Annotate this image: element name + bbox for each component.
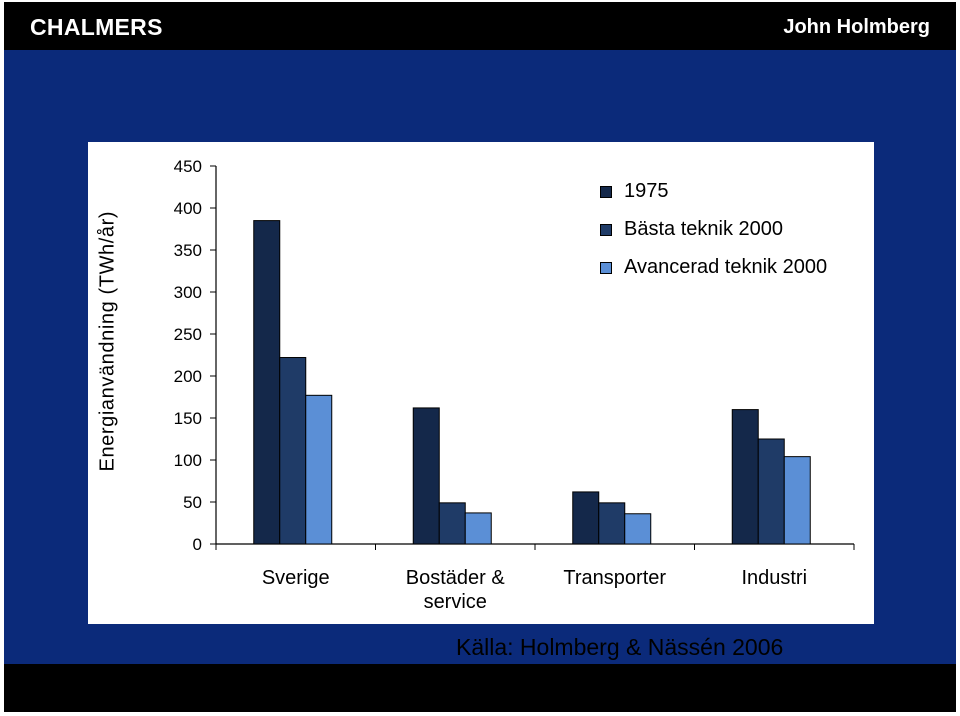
x-category-label: Transporter [563, 567, 666, 589]
legend-label: Avancerad teknik 2000 [624, 256, 828, 278]
bar [624, 513, 652, 545]
x-category-label: Sverige [262, 567, 330, 589]
bar [757, 438, 785, 545]
y-tick-label: 250 [174, 325, 202, 344]
bar [731, 409, 759, 545]
bar [464, 512, 492, 545]
y-tick-label: 150 [174, 409, 202, 428]
y-tick-label: 300 [174, 283, 202, 302]
bar [412, 407, 440, 545]
x-category-label: Bostäder & [406, 567, 506, 589]
bar [438, 502, 466, 545]
y-tick-label: 100 [174, 451, 202, 470]
x-category-label: Industri [741, 567, 807, 589]
bar-chart: 0 50 100 150 200 250 300 350 400 450 Sverige Bostäd… [174, 157, 855, 613]
bar [279, 357, 307, 545]
y-tick-label: 50 [183, 493, 202, 512]
chalmers-logo: CHALMERS [30, 14, 163, 40]
legend-swatch [600, 224, 612, 236]
bar [783, 456, 811, 545]
chart-panel: Energianvändning (TWh/år) 0 50 100 150 200 25… [88, 142, 874, 624]
y-tick-label: 350 [174, 241, 202, 260]
y-tick-label: 200 [174, 367, 202, 386]
bar [572, 491, 600, 545]
x-category-label: service [424, 591, 487, 613]
y-tick-label: 450 [174, 157, 202, 176]
y-tick-label: 0 [193, 535, 202, 554]
legend-label: Bästa teknik 2000 [624, 218, 783, 240]
bar [305, 394, 333, 545]
slide: CHALMERS John Holmberg Energianvändning … [4, 2, 956, 712]
source-caption: Källa: Holmberg & Nässén 2006 [456, 634, 784, 660]
legend-label: 1975 [624, 180, 669, 202]
author-name: John Holmberg [783, 16, 930, 38]
footer-bar [4, 664, 956, 712]
legend-swatch [600, 262, 612, 274]
header-bar: CHALMERS John Holmberg [4, 2, 956, 50]
y-tick-label: 400 [174, 199, 202, 218]
bar [253, 220, 281, 545]
legend-swatch [600, 186, 612, 198]
bar [598, 502, 626, 545]
